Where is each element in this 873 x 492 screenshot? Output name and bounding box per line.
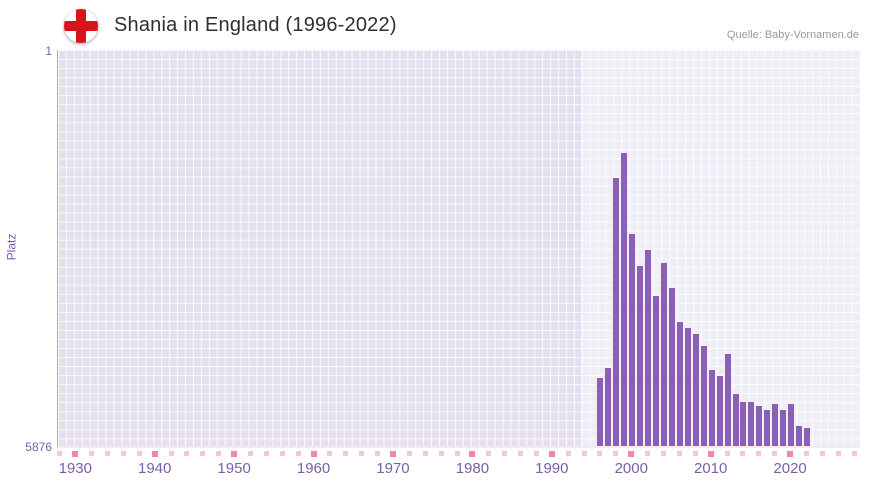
x-tick-label-1990: 1990 — [535, 460, 569, 477]
bar-2016[interactable] — [756, 406, 763, 446]
decade-tick-1980 — [469, 451, 476, 457]
bar-1996[interactable] — [597, 378, 604, 446]
year-tick-2022 — [803, 451, 809, 456]
decade-tick-2010 — [707, 451, 714, 457]
x-tick-label-2010: 2010 — [693, 460, 728, 477]
year-tick-1936 — [120, 451, 126, 456]
decade-tick-2020 — [787, 451, 794, 457]
year-tick-1976 — [438, 451, 444, 456]
bar-1999[interactable] — [621, 153, 628, 446]
year-tick-1934 — [105, 451, 111, 456]
bar-2001[interactable] — [637, 266, 644, 446]
y-axis-min-label: 5876 — [25, 440, 52, 454]
bar-2019[interactable] — [780, 410, 787, 446]
decade-tick-1930 — [72, 451, 79, 457]
bar-1997[interactable] — [605, 368, 612, 446]
x-tick-label-1950: 1950 — [217, 460, 251, 477]
year-tick-1952 — [248, 451, 253, 456]
year-tick-1964 — [343, 451, 349, 456]
decade-tick-2000 — [628, 451, 635, 457]
x-tick-label-1930: 1930 — [58, 460, 92, 477]
x-axis-labels: 1930 1940 1950 1960 1970 1980 1990 2000 2010 2020 — [57, 460, 860, 482]
bar-2008[interactable] — [692, 334, 699, 446]
year-tick-2014 — [740, 451, 746, 456]
plot-area — [57, 50, 861, 448]
bar-2000[interactable] — [629, 234, 636, 446]
flag-cross-horizontal — [64, 21, 98, 31]
year-tick-1968 — [375, 451, 381, 456]
bar-2014[interactable] — [740, 402, 747, 446]
bar-2006[interactable] — [676, 322, 683, 446]
year-tick-1984 — [502, 451, 508, 456]
bar-2015[interactable] — [748, 402, 755, 446]
decade-tick-1990 — [548, 451, 555, 457]
year-tick-1948 — [216, 451, 222, 456]
year-tick-1998 — [613, 451, 619, 456]
year-tick-1992 — [565, 451, 571, 456]
decade-tick-1940 — [151, 451, 158, 457]
year-tick-1946 — [200, 451, 206, 456]
x-tick-label-2020: 2020 — [773, 460, 807, 477]
year-tick-1994 — [581, 451, 587, 456]
year-tick-2002 — [645, 451, 651, 456]
bar-2011[interactable] — [716, 376, 723, 446]
year-tick-1944 — [184, 451, 190, 456]
year-tick-2006 — [676, 451, 682, 456]
x-tick-label-1960: 1960 — [296, 460, 331, 477]
bar-2020[interactable] — [788, 404, 795, 446]
year-tick-1962 — [327, 451, 333, 456]
year-tick-2018 — [772, 451, 778, 456]
year-tick-2004 — [661, 451, 667, 456]
bar-2021[interactable] — [796, 426, 803, 446]
bar-2004[interactable] — [661, 263, 668, 446]
decade-tick-1950 — [231, 451, 238, 457]
year-tick-2028 — [851, 451, 857, 456]
year-tick-1954 — [263, 451, 269, 456]
decade-tick-1960 — [310, 451, 317, 457]
year-tick-1928 — [57, 451, 63, 456]
england-flag-icon — [64, 9, 98, 43]
year-tick-2016 — [756, 451, 762, 456]
year-tick-1966 — [359, 451, 365, 456]
year-tick-1988 — [533, 451, 539, 456]
bar-2002[interactable] — [645, 250, 652, 446]
x-tick-label-1980: 1980 — [455, 460, 490, 477]
x-tick-label-1970: 1970 — [376, 460, 410, 477]
year-tick-1938 — [136, 451, 142, 456]
decade-tick-1970 — [389, 451, 396, 457]
year-tick-2024 — [819, 451, 825, 456]
year-tick-1942 — [168, 451, 174, 456]
bar-2018[interactable] — [772, 404, 779, 446]
year-tick-1978 — [454, 451, 460, 456]
source-link[interactable]: Quelle: Baby-Vornamen.de — [726, 29, 859, 41]
bar-1998[interactable] — [613, 178, 620, 446]
bar-2013[interactable] — [732, 394, 739, 446]
bar-2012[interactable] — [724, 354, 731, 446]
y-axis-max-label: 1 — [45, 44, 52, 58]
bar-2009[interactable] — [700, 346, 707, 446]
bar-2017[interactable] — [764, 410, 771, 446]
year-tick-1956 — [279, 451, 285, 456]
year-tick-1996 — [597, 451, 603, 456]
x-axis-ticks — [57, 451, 860, 459]
chart-title: Shania in England (1996-2022) — [114, 14, 397, 36]
year-tick-2012 — [724, 451, 730, 456]
bar-2007[interactable] — [684, 328, 691, 446]
bar-2005[interactable] — [668, 288, 675, 446]
year-tick-1958 — [295, 451, 301, 456]
bar-2010[interactable] — [708, 370, 715, 446]
bar-2003[interactable] — [653, 296, 660, 446]
y-axis-title: Platz — [4, 233, 19, 261]
year-tick-1986 — [518, 451, 524, 456]
year-tick-1982 — [486, 451, 492, 456]
x-tick-label-1940: 1940 — [138, 460, 172, 477]
x-tick-label-2000: 2000 — [614, 460, 648, 477]
bar-2022[interactable] — [803, 428, 810, 446]
year-tick-1932 — [89, 451, 95, 456]
year-tick-1974 — [422, 451, 428, 456]
year-tick-2026 — [835, 451, 841, 456]
year-tick-1972 — [406, 451, 412, 456]
year-tick-2008 — [692, 451, 698, 456]
